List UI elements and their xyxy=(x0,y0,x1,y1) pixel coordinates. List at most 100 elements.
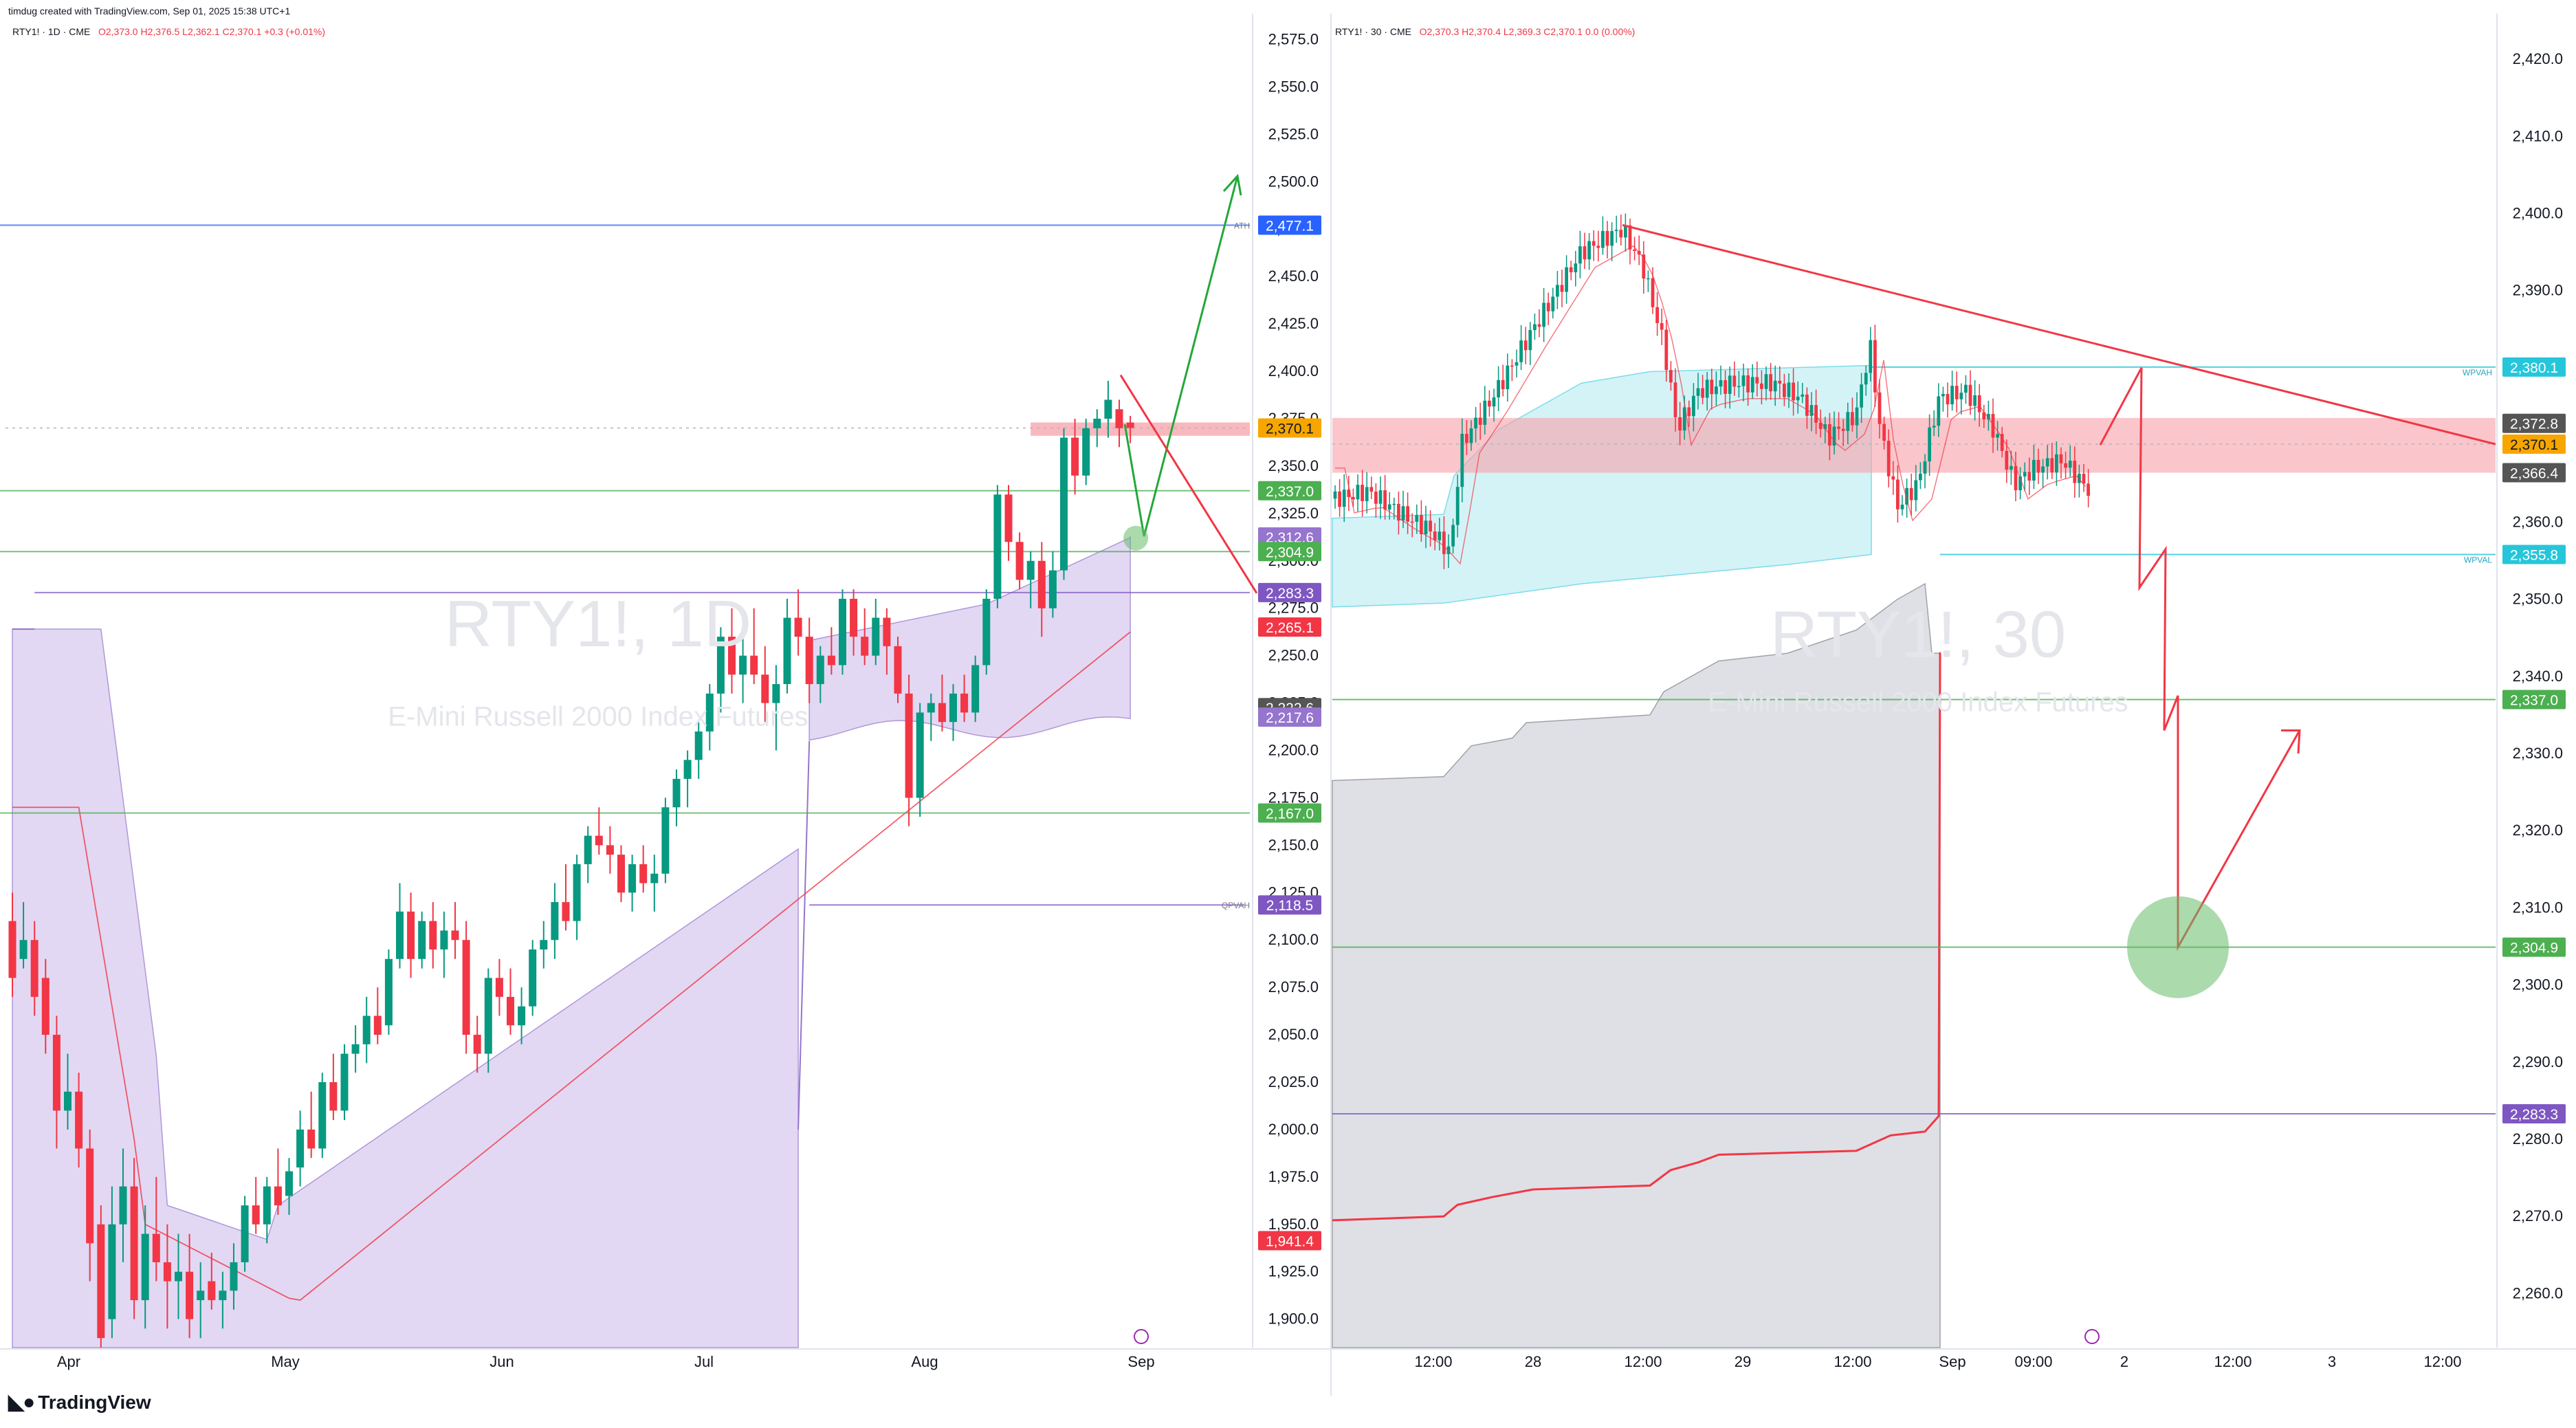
left-price-badge-label: 2,477.1 xyxy=(1266,218,1314,234)
intraday-candle-body xyxy=(1750,377,1754,393)
left-level-tag: ATH xyxy=(1234,221,1250,230)
left-y-tick-label: 2,000.0 xyxy=(1268,1121,1319,1138)
left-price-badge xyxy=(1258,527,1321,547)
intraday-candle-body xyxy=(1546,303,1550,311)
right-vwap-band xyxy=(1332,364,1872,608)
daily-candle-body xyxy=(86,1148,94,1244)
intraday-candle-body xyxy=(1633,249,1636,251)
intraday-candle-body xyxy=(1932,426,1936,428)
intraday-candle-body xyxy=(1760,383,1763,389)
intraday-candle-body xyxy=(1905,487,1908,505)
right-price-badge xyxy=(2502,937,2566,957)
intraday-candle-body xyxy=(2036,459,2040,473)
daily-candle-body xyxy=(794,617,802,637)
right-y-tick-label: 2,300.0 xyxy=(2513,976,2563,993)
left-price-badge-label: 2,370.1 xyxy=(1266,421,1314,437)
credit-text: timdug created with TradingView.com, Sep… xyxy=(8,6,291,17)
right-x-tick-label: Sep xyxy=(1939,1353,1966,1370)
left-y-tick-label: 2,425.0 xyxy=(1268,315,1319,332)
intraday-candle-body xyxy=(1506,365,1510,389)
left-price-badge-label: 2,167.0 xyxy=(1266,806,1314,822)
daily-candle-body xyxy=(1071,437,1079,476)
right-x-tick-label: 12:00 xyxy=(1414,1353,1452,1370)
right-projection-arrowhead xyxy=(2281,729,2301,754)
daily-candle-body xyxy=(429,921,437,949)
daily-candle-body xyxy=(739,655,747,675)
right-legend: RTY1! · 30 · CME O2,370.3 H2,370.4 L2,36… xyxy=(1335,26,1635,37)
intraday-candle-body xyxy=(1937,396,1941,426)
daily-candle-body xyxy=(396,911,404,959)
left-y-tick-label: 1,950.0 xyxy=(1268,1216,1319,1233)
intraday-candle-body xyxy=(2000,434,2004,451)
daily-candle-body xyxy=(783,617,791,684)
intraday-candle-body xyxy=(1755,377,1759,384)
intraday-candle-body xyxy=(1914,480,1918,501)
left-y-tick-label: 2,100.0 xyxy=(1268,931,1319,948)
intraday-candle-body xyxy=(1678,417,1682,431)
intraday-candle-body xyxy=(1519,340,1523,362)
intraday-candle-body xyxy=(1451,525,1455,547)
daily-candle-body xyxy=(938,703,946,723)
right-x-tick-label: 12:00 xyxy=(2214,1353,2252,1370)
intraday-candle-body xyxy=(1814,405,1818,423)
intraday-candle-body xyxy=(1478,417,1482,425)
daily-candle-body xyxy=(418,921,426,959)
left-symbol: RTY1! · 1D · CME xyxy=(12,26,91,37)
intraday-candle-body xyxy=(1987,414,1990,419)
intraday-candle-body xyxy=(1673,382,1677,417)
daily-candle-body xyxy=(1115,409,1123,428)
left-x-tick-label: May xyxy=(271,1353,300,1370)
right-moving-average-line xyxy=(1335,245,2087,565)
left-price-badge-label: 2,283.3 xyxy=(1266,586,1314,602)
left-band-step xyxy=(797,740,811,1130)
tradingview-logo[interactable]: ◣● TradingView xyxy=(8,1390,151,1414)
intraday-candle-body xyxy=(1682,407,1686,431)
intraday-candle-body xyxy=(2073,461,2077,483)
intraday-candle-body xyxy=(1642,254,1646,279)
daily-candle-body xyxy=(462,940,470,1035)
right-watermark-name: E-Mini Russell 2000 Index Futures xyxy=(1708,687,2128,717)
right-y-tick-label: 2,410.0 xyxy=(2513,127,2563,144)
right-event-icon xyxy=(2084,1329,2100,1344)
intraday-candle-body xyxy=(1886,441,1891,476)
bullish-arrow-head xyxy=(1222,173,1242,196)
left-price-badge-label: 2,217.6 xyxy=(1266,710,1314,726)
intraday-candle-body xyxy=(1383,490,1387,510)
daily-candle-body xyxy=(562,902,570,921)
left-price-badge xyxy=(1258,803,1321,823)
right-y-tick-label: 2,280.0 xyxy=(2513,1130,2563,1147)
intraday-candle-body xyxy=(1741,375,1746,386)
left-level-tag: QPVAH xyxy=(1222,901,1250,910)
daily-candle-body xyxy=(8,921,16,978)
intraday-candle-body xyxy=(1900,504,1904,509)
left-y-tick-label: 2,325.0 xyxy=(1268,505,1319,522)
intraday-candle-body xyxy=(1429,520,1432,532)
daily-candle-body xyxy=(484,978,492,1054)
right-y-tick-label: 2,340.0 xyxy=(2513,668,2563,685)
daily-target-circle xyxy=(1123,525,1149,551)
right-y-tick-label: 2,390.0 xyxy=(2513,282,2563,299)
intraday-candle-body xyxy=(1338,491,1341,507)
intraday-candle-body xyxy=(1851,412,1854,426)
left-y-tick-label: 2,075.0 xyxy=(1268,978,1319,996)
daily-candle-body xyxy=(1026,560,1035,580)
right-level-tag: WPVAH xyxy=(2463,368,2492,377)
intraday-chart-pane[interactable]: WPVAH WPVAL RTY1!, 30 E-Mini Russell 2000 I… xyxy=(1330,14,2576,1396)
intraday-candle-body xyxy=(1542,303,1545,327)
daily-candle-body xyxy=(186,1271,194,1319)
intraday-candle-body xyxy=(1959,393,1963,399)
daily-candle-body xyxy=(274,1186,282,1206)
intraday-candle-body xyxy=(1455,487,1460,525)
daily-candle-body xyxy=(606,845,614,855)
intraday-candle-body xyxy=(1664,329,1669,371)
left-price-badge xyxy=(1258,418,1321,438)
daily-candle-body xyxy=(716,637,725,694)
intraday-candle-body xyxy=(2050,458,2054,473)
intraday-candle-body xyxy=(1578,246,1582,264)
right-price-badge-label: 2,370.1 xyxy=(2510,437,2558,453)
right-x-tick-label: 09:00 xyxy=(2014,1353,2052,1370)
daily-candle-body xyxy=(805,637,813,684)
daily-chart-pane[interactable]: ATH QPVAH RTY1!, 1D E-Mini Russell 2000 Ind… xyxy=(0,14,1330,1370)
daily-candle-body xyxy=(1048,570,1057,608)
left-y-tick-label: 2,250.0 xyxy=(1268,647,1319,664)
